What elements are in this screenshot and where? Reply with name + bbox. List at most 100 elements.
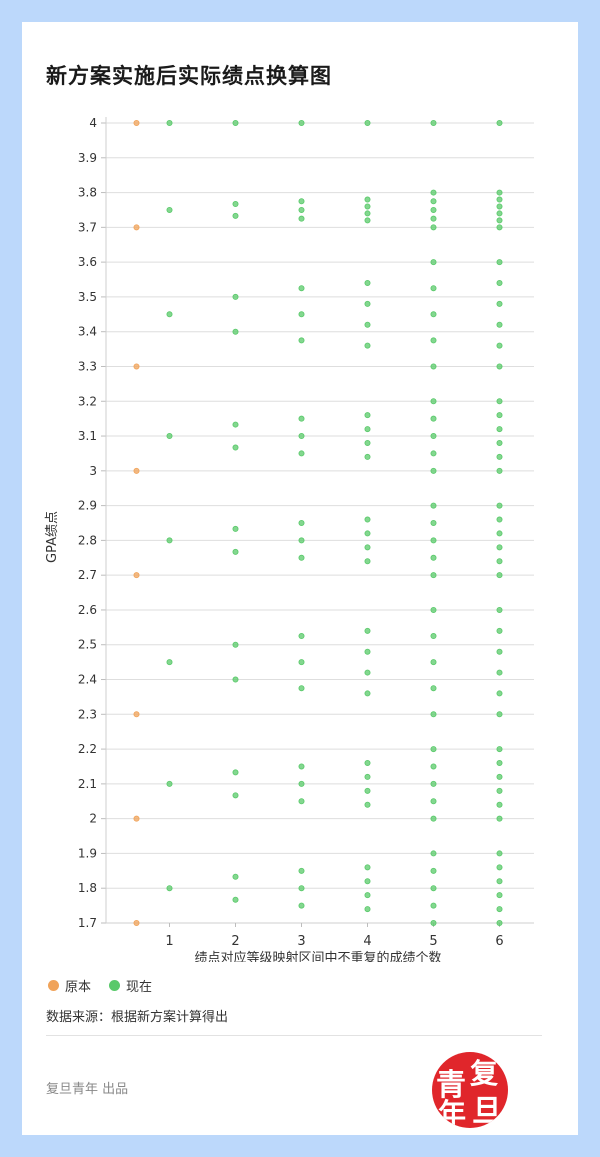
point-current <box>298 450 305 457</box>
point-current <box>496 627 503 634</box>
legend-current-label: 现在 <box>126 980 153 995</box>
point-current <box>364 439 371 446</box>
point-current <box>232 676 239 683</box>
point-current <box>298 285 305 292</box>
point-current <box>430 659 437 666</box>
grid-lines <box>101 117 534 927</box>
point-current <box>496 196 503 203</box>
legend-item-original[interactable]: 原本 <box>48 976 91 995</box>
point-current <box>496 606 503 613</box>
x-tick-label: 3 <box>297 934 305 949</box>
point-current <box>364 773 371 780</box>
point-current <box>430 467 437 474</box>
point-current <box>298 415 305 422</box>
point-current <box>496 398 503 405</box>
point-current <box>364 217 371 224</box>
point-original <box>133 711 140 718</box>
point-original <box>133 467 140 474</box>
point-current <box>364 906 371 913</box>
point-current <box>496 300 503 307</box>
point-current <box>430 537 437 544</box>
point-current <box>430 746 437 753</box>
point-current <box>298 685 305 692</box>
legend-item-current[interactable]: 现在 <box>109 976 152 995</box>
point-original <box>133 815 140 822</box>
point-original <box>133 920 140 927</box>
point-current <box>364 787 371 794</box>
point-current <box>496 224 503 231</box>
y-tick-label: 2.8 <box>78 533 97 547</box>
y-tick-label: 3.8 <box>78 186 97 200</box>
point-current <box>496 342 503 349</box>
point-current <box>430 259 437 266</box>
point-current <box>496 850 503 857</box>
y-tick-label: 1.8 <box>78 881 97 895</box>
point-current <box>496 920 503 927</box>
point-current <box>364 453 371 460</box>
point-current <box>364 801 371 808</box>
point-current <box>364 196 371 203</box>
point-current <box>298 633 305 640</box>
point-current <box>430 398 437 405</box>
seal-char: 复 <box>470 1057 499 1090</box>
point-current <box>496 467 503 474</box>
seal-char: 年 <box>438 1097 467 1128</box>
point-current <box>298 554 305 561</box>
point-original <box>133 120 140 127</box>
legend-original-label: 原本 <box>65 980 92 995</box>
x-tick-label: 6 <box>495 934 503 949</box>
point-current <box>298 763 305 770</box>
legend-current-dot <box>109 980 121 991</box>
point-current <box>496 426 503 433</box>
y-tick-label: 3.6 <box>78 255 97 269</box>
point-current <box>166 885 173 892</box>
point-current <box>430 519 437 526</box>
point-current <box>430 606 437 613</box>
y-tick-label: 3.5 <box>78 290 97 304</box>
x-tick-label: 2 <box>231 934 239 949</box>
publisher-seal-logo: 青 复 年 旦 <box>432 1052 508 1128</box>
point-current <box>430 502 437 509</box>
point-current <box>298 798 305 805</box>
point-current <box>496 516 503 523</box>
point-current <box>364 342 371 349</box>
point-current <box>496 279 503 286</box>
point-current <box>496 217 503 224</box>
point-current <box>496 746 503 753</box>
point-current <box>364 530 371 537</box>
point-current <box>232 525 239 532</box>
y-tick-label: 3.1 <box>78 429 97 443</box>
point-original <box>133 363 140 370</box>
point-current <box>364 544 371 551</box>
point-current <box>496 801 503 808</box>
y-tick-labels: 4 3.9 3.8 3.7 3.6 3.5 3.4 3.3 3.2 3.1 3 2.9 2.8 2.7 2.… <box>78 116 97 930</box>
point-current <box>232 769 239 776</box>
point-current <box>364 648 371 655</box>
point-current <box>496 558 503 565</box>
point-current <box>496 189 503 196</box>
point-current <box>166 537 173 544</box>
point-current <box>364 760 371 767</box>
point-current <box>232 293 239 300</box>
point-current <box>166 433 173 440</box>
point-current <box>298 433 305 440</box>
point-current <box>430 363 437 370</box>
point-current <box>298 519 305 526</box>
point-current <box>298 659 305 666</box>
point-current <box>496 453 503 460</box>
point-current <box>166 780 173 787</box>
point-current <box>430 337 437 344</box>
point-current <box>364 892 371 899</box>
point-current <box>364 426 371 433</box>
point-current <box>298 198 305 205</box>
point-current <box>298 120 305 127</box>
point-current <box>496 787 503 794</box>
point-current <box>298 885 305 892</box>
x-tick-label: 1 <box>165 934 173 949</box>
y-tick-label: 3.4 <box>78 325 97 339</box>
point-current <box>430 224 437 231</box>
point-current <box>430 902 437 909</box>
point-current <box>430 867 437 874</box>
point-current <box>232 896 239 903</box>
point-current <box>496 773 503 780</box>
